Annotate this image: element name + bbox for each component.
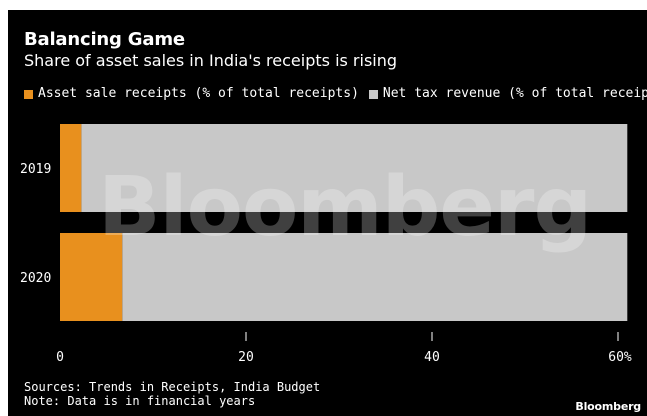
legend-swatch-net-tax bbox=[368, 89, 378, 99]
sources-note: Sources: Trends in Receipts, India Budge… bbox=[24, 380, 321, 394]
chart-title: Balancing Game bbox=[24, 29, 185, 50]
legend-item-net-tax: Net tax revenue (% of total receipts) bbox=[368, 86, 647, 102]
x-tick-label-0: 0 bbox=[56, 350, 64, 365]
chart-subtitle: Share of asset sales in India's receipts… bbox=[24, 51, 398, 70]
chart-footer: Sources: Trends in Receipts, India Budge… bbox=[24, 380, 320, 408]
legend-swatch-asset-sales bbox=[24, 89, 33, 99]
bar-2019-series-1 bbox=[81, 124, 628, 212]
bar-2020-series-1 bbox=[122, 233, 628, 321]
chart-frame: Balancing Game Share of asset sales in I… bbox=[8, 10, 647, 416]
bar-chart: 2019 2020 0 20 40 60% bbox=[20, 124, 632, 365]
legend: Asset sale receipts (% of total receipts… bbox=[24, 86, 647, 102]
bar-2019-series-0 bbox=[60, 124, 82, 212]
legend-label-asset-sales: Asset sale receipts (% of total receipts… bbox=[38, 86, 359, 101]
y-tick-label-2019: 2019 bbox=[20, 162, 51, 177]
legend-label-net-tax: Net tax revenue (% of total receipts) bbox=[382, 86, 647, 101]
data-note: Note: Data is in financial years bbox=[24, 394, 256, 408]
x-tick-label-40: 40 bbox=[424, 350, 440, 365]
bloomberg-logo: Bloomberg bbox=[575, 400, 641, 413]
bar-2020-series-0 bbox=[60, 233, 123, 321]
x-tick-label-60: 60% bbox=[608, 350, 632, 365]
legend-item-asset-sales: Asset sale receipts (% of total receipts… bbox=[24, 86, 359, 102]
x-tick-label-20: 20 bbox=[238, 350, 254, 365]
y-tick-label-2020: 2020 bbox=[20, 271, 51, 286]
